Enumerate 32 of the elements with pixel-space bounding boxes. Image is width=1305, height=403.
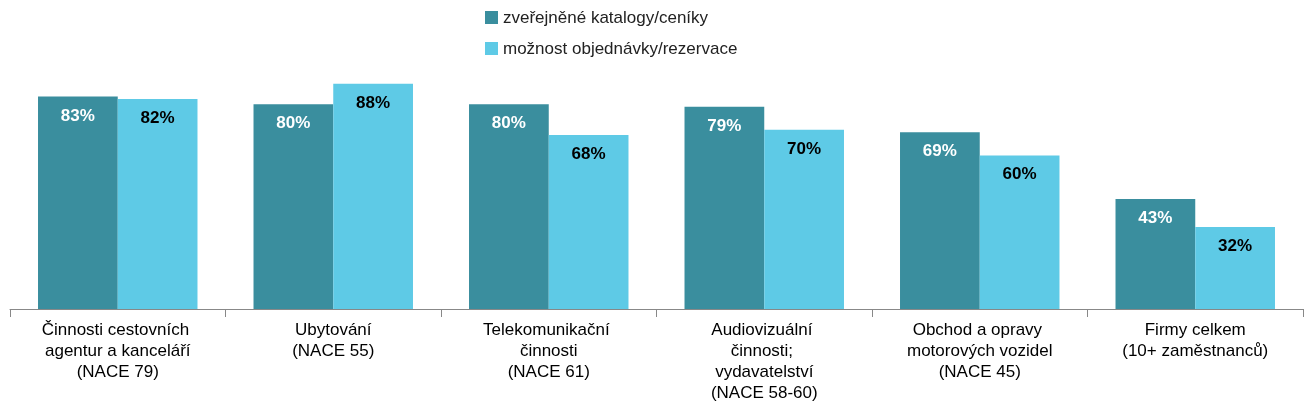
data-label: 32% bbox=[1218, 236, 1253, 256]
x-tick-label: Firmy celkem (10+ zaměstnanců) bbox=[1122, 320, 1269, 360]
data-label: 69% bbox=[922, 141, 957, 161]
data-label: 83% bbox=[60, 105, 95, 125]
x-tick-label: Telekomunikační činnosti (NACE 61) bbox=[483, 320, 615, 381]
bar bbox=[469, 104, 549, 309]
data-label: 70% bbox=[787, 138, 822, 158]
legend-label: možnost objednávky/rezervace bbox=[503, 39, 738, 58]
bar bbox=[1195, 227, 1275, 309]
bar bbox=[253, 104, 334, 309]
data-label: 68% bbox=[571, 143, 606, 163]
data-label: 80% bbox=[491, 113, 526, 133]
x-tick-label: Audiovizuální činnosti; vydavatelství (NACE 58-60) bbox=[710, 320, 818, 402]
x-tick-label: Ubytování (NACE 55) bbox=[292, 320, 375, 360]
data-label: 88% bbox=[356, 92, 391, 112]
bar bbox=[900, 132, 980, 309]
bar bbox=[333, 83, 413, 309]
bar bbox=[548, 134, 629, 309]
data-label: 82% bbox=[140, 108, 175, 128]
bar bbox=[38, 96, 118, 309]
bar bbox=[764, 129, 844, 309]
bar bbox=[1115, 198, 1196, 309]
bar bbox=[979, 155, 1060, 309]
data-label: 43% bbox=[1138, 207, 1173, 227]
data-label: 60% bbox=[1002, 164, 1037, 184]
bar bbox=[684, 106, 765, 309]
bar bbox=[117, 99, 198, 309]
legend-label: zveřejněné katalogy/ceníky bbox=[503, 8, 709, 27]
data-label: 79% bbox=[707, 115, 742, 135]
x-tick-label: Obchod a opravy motorových vozidel (NACE 45) bbox=[906, 320, 1053, 381]
data-label: 80% bbox=[276, 113, 311, 133]
x-tick-label: Činnosti cestovních agentur a kanceláří (NACE 79) bbox=[41, 320, 194, 381]
